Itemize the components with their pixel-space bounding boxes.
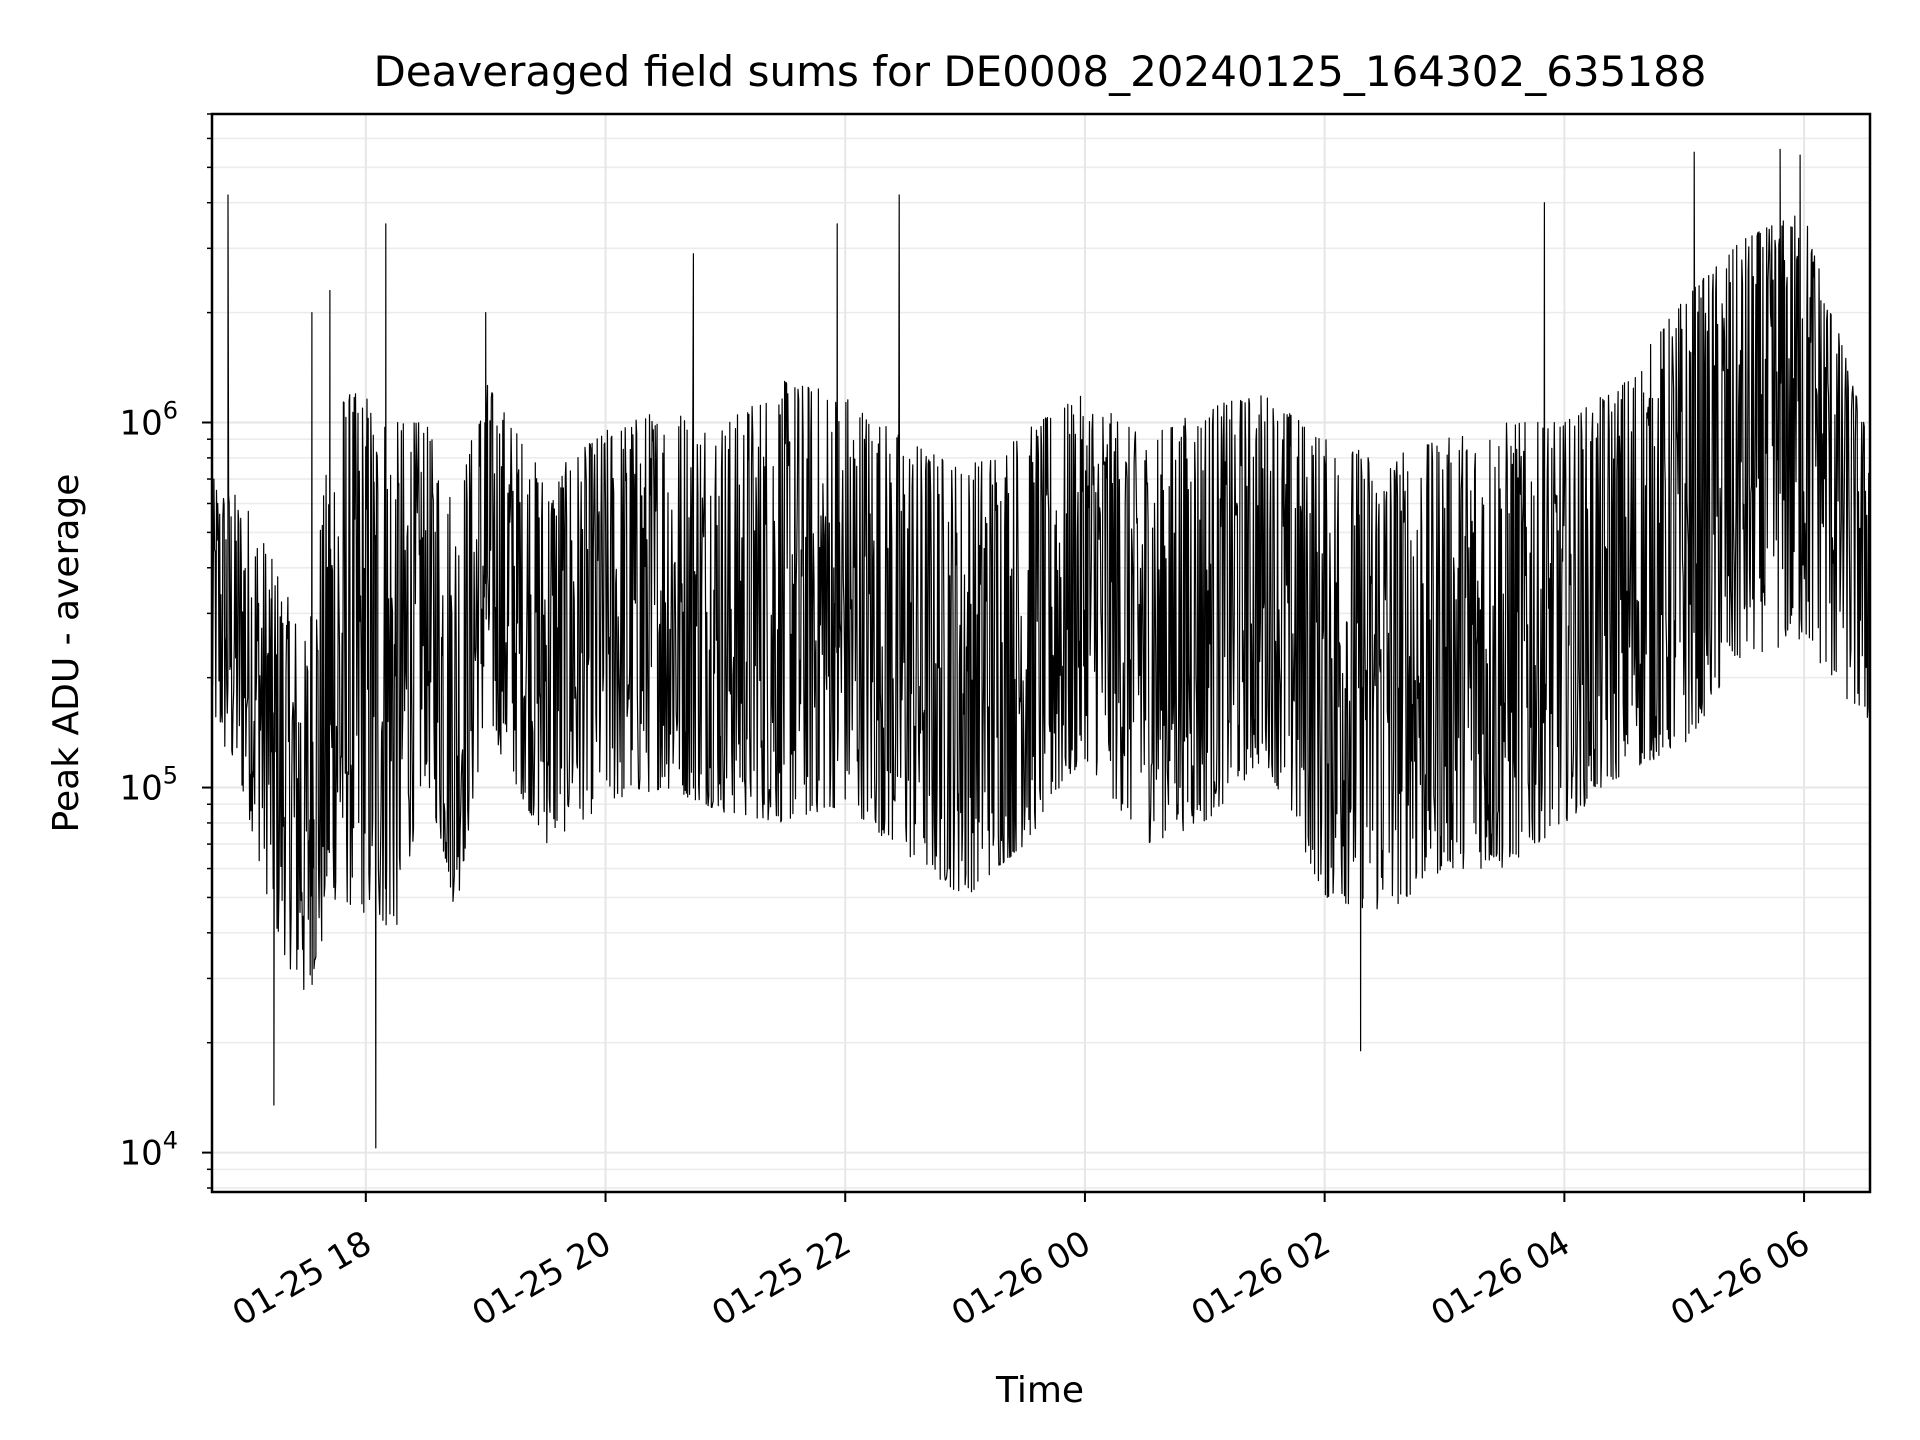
y-tick-exponent: 5 [163,762,178,790]
x-tick-label: 01-25 18 [226,1223,378,1334]
x-axis-label: Time [995,1370,1084,1411]
y-tick-base: 10 [119,769,162,809]
series-line [211,148,1871,1149]
x-axis: 01-25 18 01-25 20 01-25 22 01-26 00 01-26 02… [226,1192,1817,1334]
y-axis-label: Peak ADU - average [46,474,87,833]
y-tick-label: 106 [119,397,178,444]
y-tick-exponent: 4 [163,1127,178,1155]
x-tick-label: 01-26 00 [945,1223,1097,1334]
y-tick-exponent: 6 [163,397,178,425]
y-tick-label: 105 [119,762,178,809]
series-layer [211,148,1871,1149]
x-tick-label: 01-26 04 [1424,1223,1576,1334]
y-tick-label: 104 [119,1127,178,1174]
x-tick-label: 01-26 06 [1664,1223,1816,1334]
y-tick-base: 10 [119,404,162,444]
x-tick-label: 01-25 22 [705,1223,857,1334]
x-tick-label: 01-25 20 [466,1223,618,1334]
x-tick-label: 01-26 02 [1185,1223,1337,1334]
plot-frame [210,112,1872,1194]
y-tick-base: 10 [119,1134,162,1174]
chart-title: Deaveraged field sums for DE0008_2024012… [373,47,1706,96]
